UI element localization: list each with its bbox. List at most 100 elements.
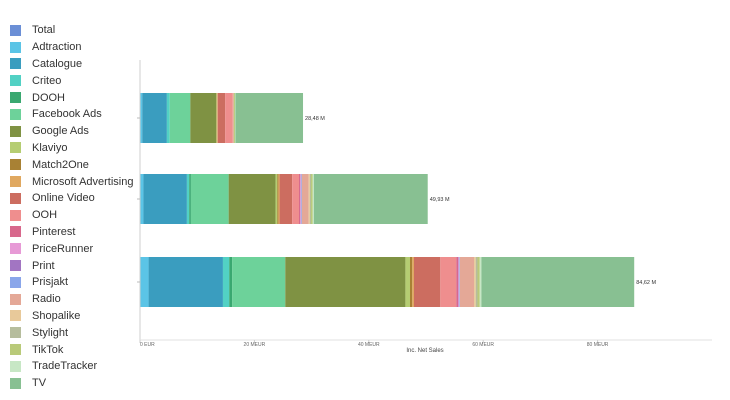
bar-segment-catalogue-3[interactable] xyxy=(148,257,223,307)
bar-segment-radio-1[interactable] xyxy=(232,93,234,143)
bar-segment-online-video-3[interactable] xyxy=(413,257,441,307)
bar-segment-dooh-2[interactable] xyxy=(189,174,191,224)
legend-swatch xyxy=(10,192,21,204)
bar-segment-match2one-2[interactable] xyxy=(277,174,279,224)
legend-label: Shopalike xyxy=(32,309,81,322)
legend-label: Pinterest xyxy=(32,225,76,238)
legend-item-criteo[interactable]: Criteo xyxy=(10,72,135,89)
bar-segment-online-video-2[interactable] xyxy=(279,174,293,224)
x-ticks: 0 EUR 20 MEUR 40 MEUR 60 MEUR 80 MEUR xyxy=(139,340,609,348)
bar-total-label-1: 28,48 M xyxy=(305,116,325,122)
bar-segment-catalogue-2[interactable] xyxy=(143,174,187,224)
legend-item-pricerunner[interactable]: PriceRunner xyxy=(10,240,135,257)
bar-segment-tiktok-1[interactable] xyxy=(233,93,235,143)
legend-label: Stylight xyxy=(32,326,69,339)
legend-item-dooh[interactable]: DOOH xyxy=(10,89,135,106)
bar-segment-klaviyo-2[interactable] xyxy=(275,174,278,224)
legend-swatch xyxy=(10,310,21,322)
bar-segment-facebook-ads-3[interactable] xyxy=(232,257,286,307)
bar-segment-adtraction-3[interactable] xyxy=(140,257,149,307)
bar-segment-dooh-3[interactable] xyxy=(229,257,233,307)
bar-segment-tv-1[interactable] xyxy=(235,93,304,143)
legend-label: OOH xyxy=(32,209,58,222)
legend-label: Klaviyo xyxy=(32,141,68,154)
bar-segment-klaviyo-3[interactable] xyxy=(405,257,410,307)
legend-swatch xyxy=(10,142,21,154)
bar-segment-criteo-3[interactable] xyxy=(222,257,230,307)
bar-segment-pinterest-3[interactable] xyxy=(456,257,459,307)
bar-segment-shopalike-2[interactable] xyxy=(308,174,310,224)
legend-swatch xyxy=(10,276,21,288)
bar-segment-online-video-1[interactable] xyxy=(217,93,226,143)
bar-segment-stylight-3[interactable] xyxy=(475,257,478,307)
legend-swatch xyxy=(10,159,21,171)
bar-segment-facebook-ads-1[interactable] xyxy=(169,93,191,143)
bar-segment-stylight-2[interactable] xyxy=(309,174,312,224)
bar-segment-tv-3[interactable] xyxy=(481,257,635,307)
bar-segment-microsoft-advertising-3[interactable] xyxy=(412,257,414,307)
bar-segment-ooh-1[interactable] xyxy=(225,93,233,143)
bar-segment-google-ads-2[interactable] xyxy=(228,174,276,224)
legend-item-tv[interactable]: TV xyxy=(10,375,135,392)
bar-segment-prisjakt-3[interactable] xyxy=(459,257,460,307)
bar-segment-google-ads-3[interactable] xyxy=(285,257,406,307)
legend-item-catalogue[interactable]: Catalogue xyxy=(10,56,135,73)
bar-segment-tv-2[interactable] xyxy=(313,174,428,224)
legend-item-online-video[interactable]: Online Video xyxy=(10,190,135,207)
bar-segment-tradetracker-3[interactable] xyxy=(479,257,482,307)
legend-label: Online Video xyxy=(32,192,95,205)
bar-segment-pricerunner-3[interactable] xyxy=(458,257,459,307)
legend-item-facebook-ads[interactable]: Facebook Ads xyxy=(10,106,135,123)
bar-segment-prisjakt-2[interactable] xyxy=(301,174,302,224)
legend-item-match2one[interactable]: Match2One xyxy=(10,156,135,173)
bar-segment-tradetracker-1[interactable] xyxy=(234,93,236,143)
bar-segment-criteo-2[interactable] xyxy=(186,174,190,224)
legend-item-microsoft-advertising[interactable]: Microsoft Advertising xyxy=(10,173,135,190)
bar-segment-pricerunner-2[interactable] xyxy=(300,174,301,224)
legend-item-shopalike[interactable]: Shopalike xyxy=(10,308,135,325)
bar-segment-microsoft-advertising-1[interactable] xyxy=(217,93,218,143)
legend-swatch xyxy=(10,58,21,70)
legend-item-klaviyo[interactable]: Klaviyo xyxy=(10,140,135,157)
legend-item-adtraction[interactable]: Adtraction xyxy=(10,39,135,56)
bar-segment-adtraction-2[interactable] xyxy=(140,174,144,224)
bar-segment-radio-2[interactable] xyxy=(301,174,309,224)
legend-item-total[interactable]: Total xyxy=(10,22,135,39)
legend-label: TikTok xyxy=(32,343,64,356)
legend-item-prisjakt[interactable]: Prisjakt xyxy=(10,274,135,291)
legend-item-radio[interactable]: Radio xyxy=(10,291,135,308)
legend-item-stylight[interactable]: Stylight xyxy=(10,324,135,341)
bar-segment-match2one-1[interactable] xyxy=(216,93,218,143)
bar-segment-tiktok-2[interactable] xyxy=(311,174,313,224)
bar-segment-tradetracker-2[interactable] xyxy=(312,174,314,224)
legend-item-pinterest[interactable]: Pinterest xyxy=(10,224,135,241)
bar-segment-pinterest-2[interactable] xyxy=(299,174,301,224)
bar-segment-match2one-3[interactable] xyxy=(409,257,413,307)
legend-item-tiktok[interactable]: TikTok xyxy=(10,341,135,358)
legend-item-tradetracker[interactable]: TradeTracker xyxy=(10,358,135,375)
bar-segment-print-2[interactable] xyxy=(300,174,302,224)
bar-segment-ooh-3[interactable] xyxy=(440,257,457,307)
bar-segment-tiktok-3[interactable] xyxy=(477,257,480,307)
bar-segment-radio-3[interactable] xyxy=(459,257,475,307)
bar-segment-ooh-2[interactable] xyxy=(292,174,300,224)
bar-segment-microsoft-advertising-2[interactable] xyxy=(278,174,280,224)
legend-label: TV xyxy=(32,377,47,390)
legend-item-print[interactable]: Print xyxy=(10,257,135,274)
total-labels: 28,48 M 49,93 M 84,62 M xyxy=(305,116,656,286)
bar-segment-google-ads-1[interactable] xyxy=(190,93,217,143)
legend-label: Total xyxy=(32,24,56,37)
bar-segment-print-3[interactable] xyxy=(458,257,460,307)
legend-item-ooh[interactable]: OOH xyxy=(10,207,135,224)
bar-total-label-3: 84,62 M xyxy=(636,280,656,286)
bars-layer xyxy=(140,93,635,307)
bar-segment-criteo-1[interactable] xyxy=(166,93,170,143)
legend-item-google-ads[interactable]: Google Ads xyxy=(10,123,135,140)
y-ticks xyxy=(137,117,140,283)
x-axis-title: Inc. Net Sales xyxy=(406,348,443,354)
bar-segment-shopalike-3[interactable] xyxy=(474,257,476,307)
bar-segment-klaviyo-1[interactable] xyxy=(216,93,217,143)
bar-segment-facebook-ads-2[interactable] xyxy=(190,174,229,224)
bar-segment-adtraction-1[interactable] xyxy=(140,93,143,143)
bar-segment-catalogue-1[interactable] xyxy=(142,93,167,143)
